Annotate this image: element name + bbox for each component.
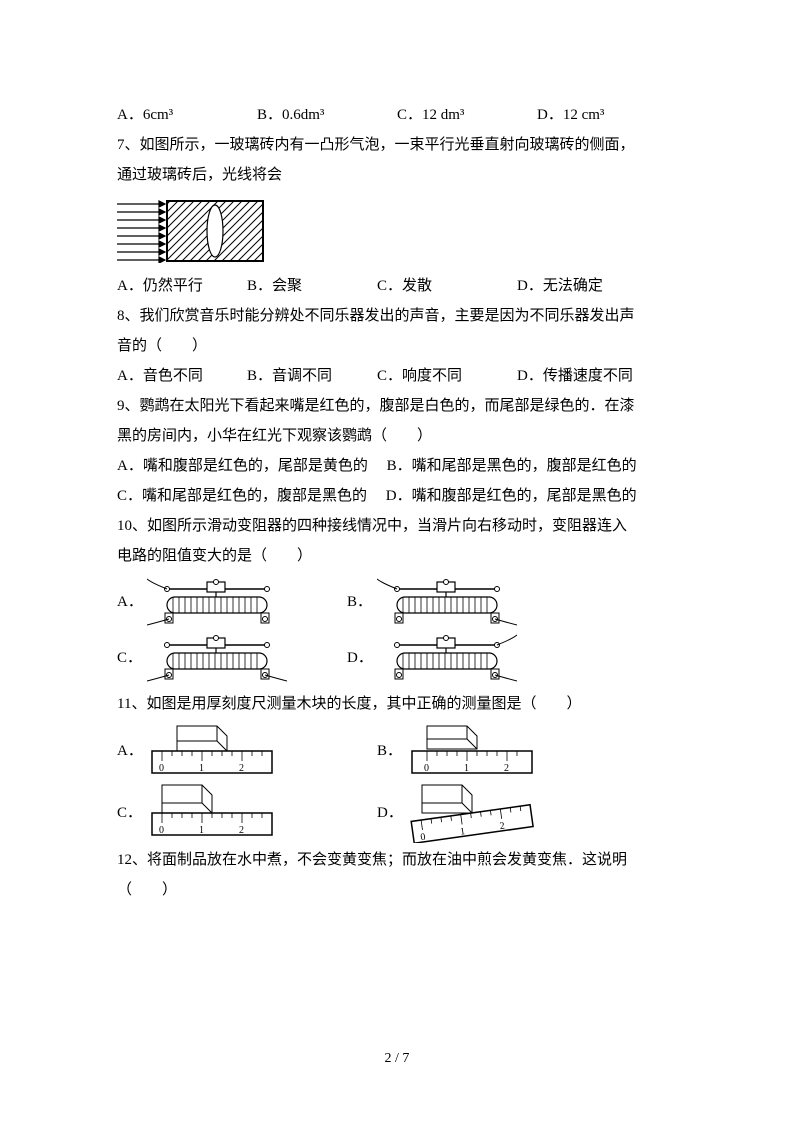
q9-opts-row1: A．嘴和腹部是红色的，尾部是黄色的 B．嘴和尾部是黑色的，腹部是红色的	[117, 451, 677, 481]
q7-stem-1: 7、如图所示，一玻璃砖内有一凸形气泡，一束平行光垂直射向玻璃砖的侧面，	[117, 130, 677, 160]
q12-stem-1: 12、将面制品放在水中煮，不会变黄变焦；而放在油中煎会发黄变焦．这说明	[117, 845, 677, 875]
q11-row2: C． 012 D． 012	[117, 783, 677, 843]
q9-stem-2: 黑的房间内，小华在红光下观察该鹦鹉（ ）	[117, 421, 677, 451]
q11-lbl-a: A．	[117, 736, 147, 766]
q8-opt-b: B．音调不同	[247, 361, 377, 391]
q8-opt-c: C．响度不同	[377, 361, 517, 391]
q11-lbl-c: C．	[117, 798, 147, 828]
svg-text:1: 1	[464, 763, 469, 774]
q6-opt-a: A．6cm³	[117, 100, 257, 130]
rheostat-a-icon	[147, 577, 287, 627]
q6-opt-d: D．12 cm³	[537, 100, 677, 130]
q10-row1: A． B．	[117, 577, 677, 627]
ruler-c-icon: 0 1 2	[147, 783, 277, 843]
ruler-d-icon: 012	[407, 783, 537, 843]
q8-opt-a: A．音色不同	[117, 361, 247, 391]
q9-opt-b: B．嘴和尾部是黑色的，腹部是红色的	[387, 458, 637, 474]
svg-text:0: 0	[424, 763, 429, 774]
rheostat-c-icon	[147, 633, 287, 683]
q10-lbl-a: A．	[117, 587, 147, 617]
svg-text:2: 2	[239, 825, 244, 836]
svg-text:1: 1	[199, 763, 204, 774]
svg-text:0: 0	[159, 763, 164, 774]
q11-row1: A． 0 1 2 B． 0 1 2	[117, 721, 677, 781]
q8-opt-d: D．传播速度不同	[517, 361, 633, 391]
q6-opt-b: B．0.6dm³	[257, 100, 397, 130]
q7-opt-a: A．仍然平行	[117, 271, 247, 301]
q10-lbl-c: C．	[117, 643, 147, 673]
q6-opt-c: C．12 dm³	[397, 100, 537, 130]
q6-options: A．6cm³ B．0.6dm³ C．12 dm³ D．12 cm³	[117, 100, 677, 130]
q12-stem-2: （ ）	[117, 875, 677, 905]
svg-text:0: 0	[159, 825, 164, 836]
ruler-b-icon: 0 1 2	[407, 721, 537, 781]
svg-text:1: 1	[199, 825, 204, 836]
q7-stem-2: 通过玻璃砖后，光线将会	[117, 160, 677, 190]
q7-figure	[117, 198, 267, 263]
q8-stem-2: 音的（ ）	[117, 331, 677, 361]
q7-opt-b: B．会聚	[247, 271, 377, 301]
q7-options: A．仍然平行 B．会聚 C．发散 D．无法确定	[117, 271, 677, 301]
q11-lbl-b: B．	[377, 736, 407, 766]
q10-row2: C． D．	[117, 633, 677, 683]
rheostat-d-icon	[377, 633, 517, 683]
q8-options: A．音色不同 B．音调不同 C．响度不同 D．传播速度不同	[117, 361, 677, 391]
ruler-a-icon: 0 1 2	[147, 721, 277, 781]
svg-text:2: 2	[504, 763, 509, 774]
q8-stem-1: 8、我们欣赏音乐时能分辨处不同乐器发出的声音，主要是因为不同乐器发出声	[117, 301, 677, 331]
q10-lbl-d: D．	[347, 643, 377, 673]
q7-opt-d: D．无法确定	[517, 271, 603, 301]
q7-opt-c: C．发散	[377, 271, 517, 301]
q9-opt-a: A．嘴和腹部是红色的，尾部是黄色的	[117, 458, 368, 474]
q9-opts-row2: C．嘴和尾部是红色的，腹部是黑色的 D．嘴和腹部是红色的，尾部是黑色的	[117, 481, 677, 511]
rheostat-b-icon	[377, 577, 517, 627]
q9-opt-d: D．嘴和腹部是红色的，尾部是黑色的	[386, 488, 637, 504]
q9-stem-1: 9、鹦鹉在太阳光下看起来嘴是红色的，腹部是白色的，而尾部是绿色的．在漆	[117, 391, 677, 421]
q11-lbl-d: D．	[377, 798, 407, 828]
svg-text:2: 2	[239, 763, 244, 774]
q10-stem-2: 电路的阻值变大的是（ ）	[117, 541, 677, 571]
page-number: 2 / 7	[0, 1045, 794, 1073]
q10-stem-1: 10、如图所示滑动变阻器的四种接线情况中，当滑片向右移动时，变阻器连入	[117, 511, 677, 541]
q9-opt-c: C．嘴和尾部是红色的，腹部是黑色的	[117, 488, 367, 504]
q10-lbl-b: B．	[347, 587, 377, 617]
q11-stem: 11、如图是用厚刻度尺测量木块的长度，其中正确的测量图是（ ）	[117, 689, 677, 719]
